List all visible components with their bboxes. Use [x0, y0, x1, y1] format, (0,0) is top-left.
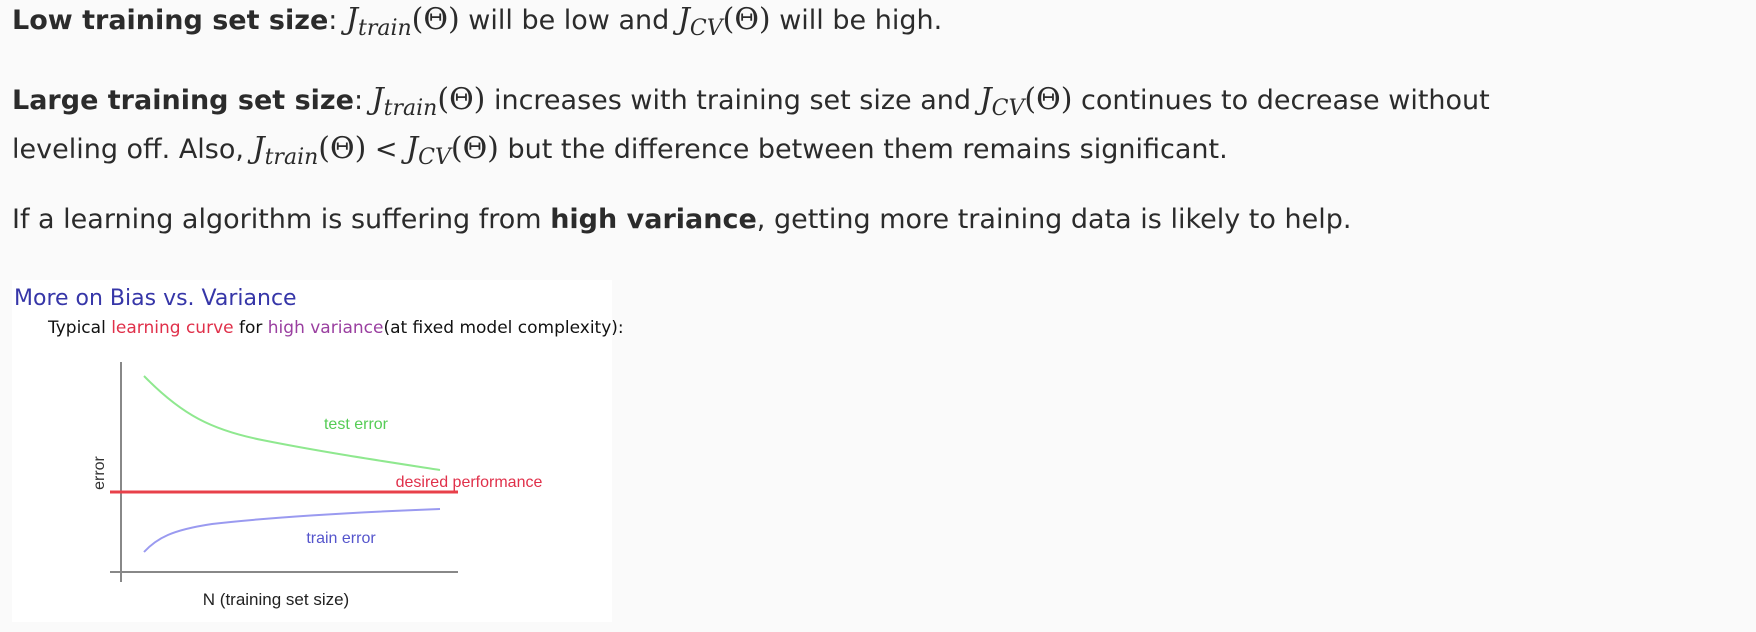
low-size-label: Low training set size	[12, 5, 329, 36]
paragraph-high-variance: If a learning algorithm is suffering fro…	[12, 200, 1351, 240]
text: continues to decrease without	[1072, 85, 1490, 116]
paragraph-large-training-size: Large training set size: Jtrain(Θ) incre…	[12, 80, 1490, 178]
test-error-label: test error	[324, 416, 389, 433]
test-error-curve	[143, 375, 441, 471]
text: will be low and	[459, 5, 678, 36]
desired-performance-label: desired performance	[396, 474, 543, 491]
train-error-label: train error	[306, 530, 376, 547]
separator: :	[328, 5, 346, 36]
figure-subtitle: Typical learning curve for high variance…	[48, 318, 624, 338]
text: , getting more training data is likely t…	[756, 204, 1352, 235]
j-train-expression: Jtrain(Θ)	[371, 82, 486, 121]
y-axis-label: error	[91, 455, 108, 489]
high-variance-emphasis: high variance	[550, 204, 757, 235]
j-cv-expression: JCV(Θ)	[979, 82, 1073, 121]
text: but the difference between them remains …	[498, 134, 1228, 165]
text: will be high.	[770, 5, 943, 36]
separator: :	[353, 85, 372, 116]
subtitle-high-variance: high variance	[267, 318, 384, 338]
j-cv-expression: JCV(Θ)	[677, 2, 771, 41]
large-size-label: Large training set size	[12, 85, 354, 116]
figure-title: More on Bias vs. Variance	[14, 286, 297, 311]
j-train-expression: Jtrain(Θ)	[252, 131, 367, 170]
paragraph-low-training-size: Low training set size: Jtrain(Θ) will be…	[12, 0, 942, 49]
x-axis-label: N (training set size)	[203, 590, 349, 609]
j-cv-expression: JCV(Θ)	[406, 131, 499, 170]
learning-curve-figure: More on Bias vs. Variance Typical learni…	[12, 280, 624, 622]
text: leveling off. Also,	[12, 134, 253, 165]
j-train-expression: Jtrain(Θ)	[345, 2, 460, 41]
text: increases with training set size and	[485, 85, 980, 116]
text: If a learning algorithm is suffering fro…	[12, 204, 551, 235]
less-than-sign: <	[366, 134, 407, 165]
learning-curve-plot: error N (training set size) test error d…	[91, 362, 543, 609]
subtitle-learning-curve: learning curve	[111, 318, 234, 338]
train-error-curve	[143, 508, 441, 553]
